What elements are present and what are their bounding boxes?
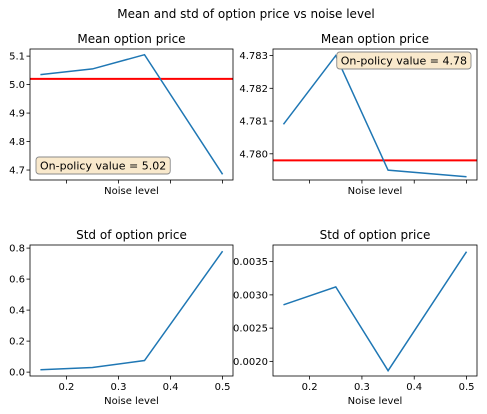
x-tick-label: 0.5 (459, 382, 475, 393)
subplot-4: Std of option price 0.0020 0.0025 0.0030 0.0… (233, 228, 478, 407)
x-axis-label: Noise level (104, 396, 159, 407)
axes-frame (272, 48, 478, 181)
y-tick-label: 5.1 (9, 52, 25, 63)
x-tick-label: 0.5 (215, 382, 231, 393)
annotation-text: On-policy value = 4.78 (341, 55, 467, 68)
y-tick-label: 0.0030 (233, 290, 268, 301)
x-axis-label: Noise level (104, 186, 159, 197)
y-tick-label: 4.9 (9, 109, 25, 120)
annotation-box: On-policy value = 4.78 (336, 51, 472, 70)
subplot-title: Std of option price (320, 228, 431, 242)
y-tick-label: 0.0 (9, 368, 25, 379)
axes-frame (272, 244, 478, 377)
x-tick-label: 0.4 (406, 382, 422, 393)
x-axis-label: Noise level (348, 396, 403, 407)
series-line (282, 54, 467, 178)
series-line (283, 251, 468, 373)
y-tick-label: 0.0035 (233, 257, 268, 268)
series-line (40, 250, 224, 371)
subplot-3: Std of option price 0.0 0.2 0.4 0.6 0.8 0.2 0.3… (9, 228, 234, 407)
annotation-box: On-policy value = 5.02 (35, 156, 171, 175)
annotation-text: On-policy value = 5.02 (40, 160, 166, 173)
x-tick-label: 0.2 (58, 382, 74, 393)
annotation-background (35, 156, 171, 175)
subplot-title: Mean option price (321, 32, 429, 46)
y-tick-label: 4.7 (9, 166, 25, 177)
y-tick-label: 0.2 (9, 337, 25, 348)
y-tick-label: 0.6 (9, 275, 25, 286)
x-tick-label: 0.3 (111, 382, 127, 393)
y-tick-label: 0.0025 (233, 324, 268, 335)
axes-frame (29, 244, 234, 377)
y-tick-label: 0.4 (9, 306, 25, 317)
subplot-1: Mean option price 4.7 4.8 4.9 5.0 5.1 Noise le… (9, 32, 234, 197)
series-line (40, 53, 224, 175)
y-tick-label: 4.781 (239, 117, 268, 128)
subplot-title: Mean option price (77, 32, 185, 46)
y-tick-label: 5.0 (9, 80, 25, 91)
y-tick-label: 4.782 (239, 84, 268, 95)
annotation-background (336, 51, 472, 70)
x-axis-label: Noise level (348, 186, 403, 197)
x-tick-label: 0.3 (354, 382, 370, 393)
axes-frame (29, 48, 234, 181)
x-tick-label: 0.2 (302, 382, 318, 393)
figure-suptitle: Mean and std of option price vs noise le… (117, 7, 375, 21)
y-tick-label: 0.8 (9, 244, 25, 255)
y-tick-label: 0.0020 (233, 357, 268, 368)
x-tick-label: 0.4 (163, 382, 179, 393)
y-tick-label: 4.8 (9, 137, 25, 148)
y-tick-label: 4.783 (239, 51, 268, 62)
y-tick-label: 4.780 (239, 149, 268, 160)
subplot-title: Std of option price (76, 228, 187, 242)
subplot-2: Mean option price 4.780 4.781 4.782 4.783 Noi… (239, 32, 478, 197)
